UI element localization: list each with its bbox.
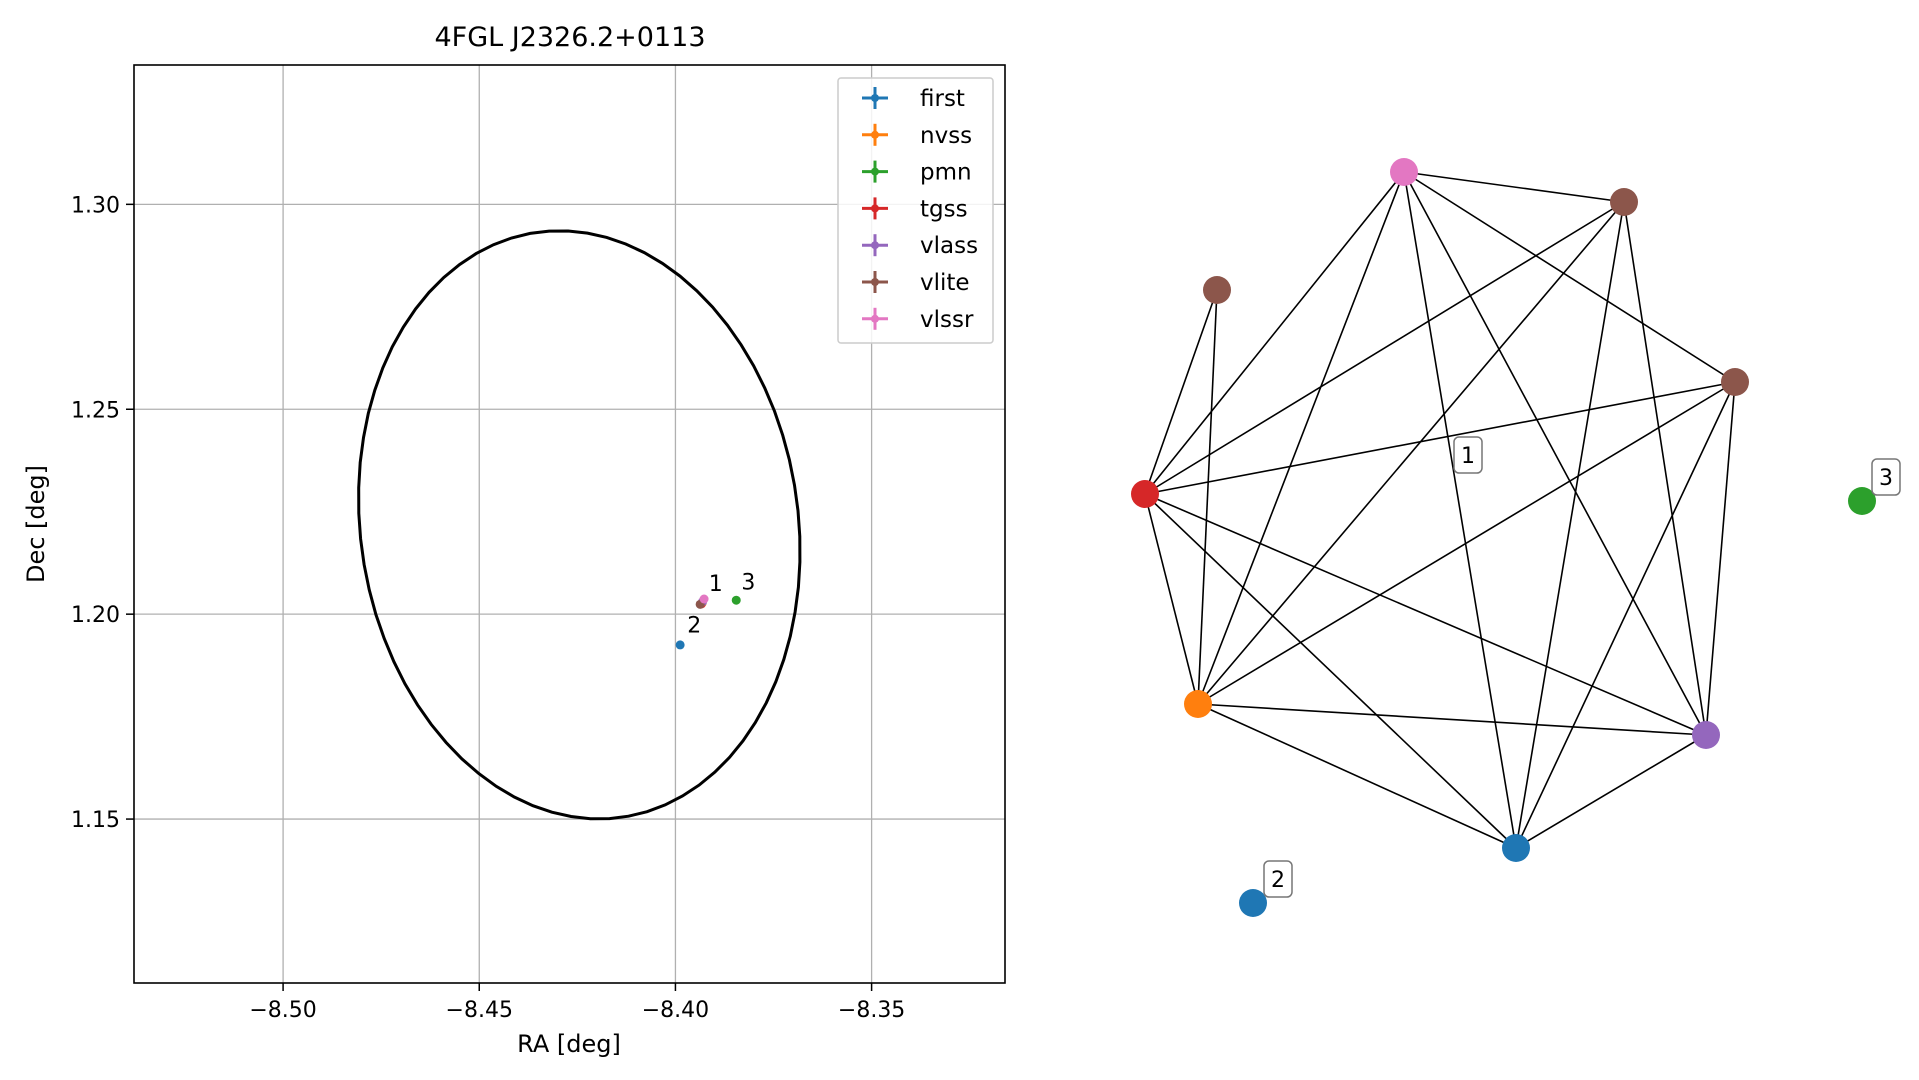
legend-label: vlass	[920, 233, 978, 259]
group-label-frame	[1453, 436, 1483, 474]
legend-item-vlssr: vlssr	[862, 307, 974, 333]
network-edge	[1197, 381, 1736, 705]
network-edge	[1144, 493, 1199, 705]
legend-marker-dot	[871, 314, 879, 323]
node-pmn	[1848, 487, 1876, 515]
node-vlssr	[1390, 158, 1418, 186]
x-axis-label: RA [deg]	[517, 1030, 621, 1058]
legend-marker-dot	[871, 204, 879, 213]
group-label-box: 1	[1453, 436, 1483, 474]
network-edge	[1623, 201, 1707, 736]
point-vlssr	[699, 594, 709, 604]
node-first	[1502, 834, 1530, 862]
legend-item-nvss: nvss	[862, 123, 972, 149]
legend-item-first: first	[862, 86, 965, 112]
node-nvss	[1184, 690, 1212, 718]
network-edge	[1515, 734, 1707, 849]
node-vlite_b	[1610, 188, 1638, 216]
scatter-panel: 4FGL J2326.2+0113 123 −8.50 −8.45 −8.40 −8.…	[22, 22, 1006, 1058]
legend-label: vlssr	[920, 307, 974, 333]
legend-item-vlass: vlass	[862, 233, 978, 259]
legend-label: first	[920, 86, 965, 112]
legend-marker-dot	[871, 278, 879, 286]
y-axis-label: Dec [deg]	[22, 465, 50, 583]
network-edge	[1144, 289, 1218, 495]
legend-marker-dot	[871, 130, 879, 139]
legend-marker-dot	[871, 167, 879, 176]
legend-item-vlite: vlite	[862, 270, 970, 296]
legend-marker-dot	[871, 241, 879, 250]
y-tick-label: 1.25	[71, 398, 120, 423]
legend-item-tgss: tgss	[862, 196, 968, 222]
legend-label: pmn	[920, 160, 972, 186]
node-vlite_c	[1721, 368, 1749, 396]
network-edge	[1197, 703, 1707, 736]
node-tgss	[1131, 480, 1159, 508]
y-tick-label: 1.20	[71, 603, 120, 628]
x-axis-ticks: −8.50 −8.45 −8.40 −8.35	[249, 983, 905, 1023]
source-annotations: 12 3	[687, 571, 755, 639]
network-edge	[1403, 171, 1736, 383]
group-label: 3	[1879, 466, 1893, 491]
node-vlass	[1692, 721, 1720, 749]
group-label-frame	[1263, 860, 1293, 898]
legend-item-pmn: pmn	[862, 160, 972, 186]
plot-frame	[133, 64, 1006, 984]
network-edge	[1515, 381, 1736, 849]
annotation-label: 1	[709, 572, 723, 597]
legend-label: nvss	[920, 123, 972, 149]
network-edge	[1144, 171, 1405, 495]
source-points	[675, 594, 741, 650]
group-labels: 1 2 3	[1263, 436, 1901, 898]
group-label-frame	[1871, 458, 1901, 496]
network-edge	[1197, 703, 1517, 849]
node-vlite_a	[1203, 276, 1231, 304]
legend-label: vlite	[920, 270, 970, 296]
y-tick-label: 1.30	[71, 193, 120, 218]
annotation-label: 2	[687, 614, 701, 639]
network-edge	[1403, 171, 1707, 736]
network-edge	[1197, 171, 1405, 705]
network-edge	[1144, 493, 1517, 849]
annotation-label: 3	[741, 571, 755, 596]
y-tick-label: 1.15	[71, 808, 120, 833]
x-tick-label: −8.45	[446, 998, 513, 1023]
point-first	[675, 640, 685, 650]
group-label-box: 2	[1263, 860, 1293, 898]
y-axis-ticks: 1.15 1.20 1.25 1.30	[71, 193, 134, 833]
network-panel: 1 2 3	[1131, 158, 1901, 917]
group-label: 1	[1461, 444, 1475, 469]
network-edge	[1403, 171, 1517, 849]
network-edge	[1144, 493, 1707, 736]
x-tick-label: −8.50	[249, 998, 316, 1023]
network-edge	[1197, 289, 1218, 705]
chart-title: 4FGL J2326.2+0113	[434, 22, 705, 53]
network-edge	[1403, 171, 1625, 203]
legend-marker-dot	[871, 94, 879, 102]
point-pmn	[731, 595, 741, 605]
network-edge	[1144, 381, 1736, 495]
node-first_2	[1239, 889, 1267, 917]
x-tick-label: −8.35	[838, 998, 905, 1023]
group-label: 2	[1271, 868, 1285, 893]
x-tick-label: −8.40	[642, 998, 709, 1023]
group-label-box: 3	[1871, 458, 1901, 496]
network-edges	[1144, 171, 1736, 849]
legend-label: tgss	[920, 196, 968, 222]
network-edge	[1144, 201, 1625, 495]
legend: first nvss pmn tgss vlass vlite vlssr	[837, 77, 994, 344]
network-edge	[1705, 381, 1736, 736]
uncertainty-ellipse	[357, 229, 802, 821]
network-edge	[1515, 201, 1625, 849]
network-nodes	[1131, 158, 1876, 917]
network-edge	[1197, 201, 1625, 705]
legend-box	[837, 77, 994, 344]
